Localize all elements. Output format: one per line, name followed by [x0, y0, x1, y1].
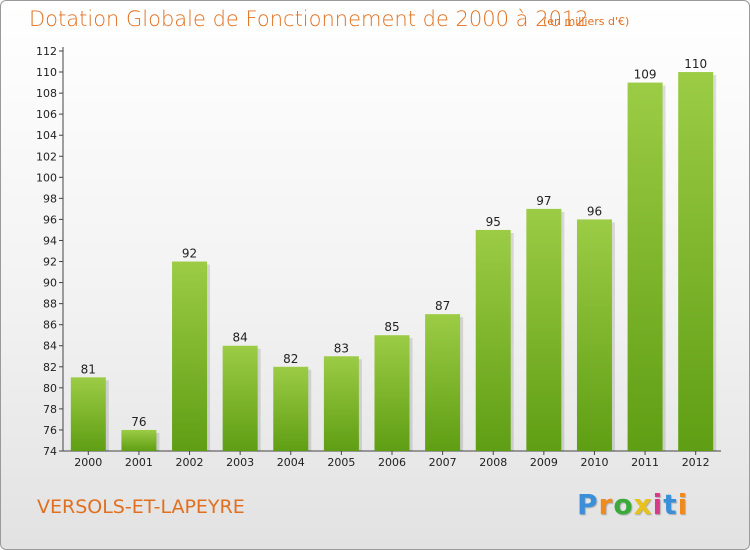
y-tick-label: 110: [36, 66, 57, 79]
y-tick-label: 90: [43, 277, 57, 290]
logo-letter: i: [652, 488, 664, 521]
data-label: 96: [587, 204, 602, 218]
y-tick-label: 78: [43, 403, 57, 416]
y-tick-label: 104: [36, 129, 57, 142]
y-tick-label: 106: [36, 108, 57, 121]
x-tick-label: 2001: [125, 456, 153, 469]
bar: [323, 356, 359, 451]
x-tick-label: 2011: [631, 456, 659, 469]
y-tick-label: 84: [43, 340, 57, 353]
bar: [273, 366, 309, 451]
logo-letter: r: [598, 488, 614, 521]
bar: [678, 72, 714, 451]
x-tick-label: 2003: [226, 456, 254, 469]
bar: [70, 377, 106, 451]
y-tick-label: 96: [43, 213, 57, 226]
data-label: 92: [182, 247, 197, 261]
y-tick-label: 76: [43, 424, 57, 437]
y-tick-label: 74: [43, 445, 57, 458]
bar: [526, 208, 562, 451]
logo-letter: o: [613, 488, 634, 521]
data-label: 83: [334, 341, 349, 355]
bar: [627, 82, 663, 451]
proxiti-logo: Proxiti: [577, 488, 688, 521]
y-tick-label: 100: [36, 171, 57, 184]
x-tick-label: 2010: [580, 456, 608, 469]
y-tick-label: 86: [43, 319, 57, 332]
data-label: 81: [81, 362, 96, 376]
y-tick-label: 82: [43, 361, 57, 374]
logo-letter: i: [677, 488, 689, 521]
x-tick-label: 2000: [74, 456, 102, 469]
bar: [576, 219, 612, 451]
y-tick-label: 98: [43, 192, 57, 205]
data-label: 95: [486, 215, 501, 229]
y-tick-label: 92: [43, 256, 57, 269]
x-tick-label: 2012: [682, 456, 710, 469]
y-tick-label: 88: [43, 298, 57, 311]
logo-letter: t: [663, 488, 678, 521]
data-label: 76: [131, 415, 146, 429]
data-label: 109: [634, 68, 657, 82]
x-tick-label: 2009: [530, 456, 558, 469]
y-tick-label: 94: [43, 234, 57, 247]
data-label: 87: [435, 299, 450, 313]
data-label: 97: [536, 194, 551, 208]
x-tick-label: 2006: [378, 456, 406, 469]
bar: [475, 229, 511, 451]
chart-title: Dotation Globale de Fonctionnement de 20…: [29, 7, 589, 31]
y-tick-label: 112: [36, 45, 57, 58]
y-tick-label: 80: [43, 382, 57, 395]
bar: [425, 314, 461, 451]
x-tick-label: 2008: [479, 456, 507, 469]
data-label: 84: [233, 331, 248, 345]
x-tick-label: 2004: [277, 456, 305, 469]
x-tick-label: 2005: [327, 456, 355, 469]
y-tick-label: 108: [36, 87, 57, 100]
commune-name: VERSOLS-ET-LAPEYRE: [37, 496, 245, 518]
data-label: 110: [684, 57, 707, 71]
bar: [222, 345, 258, 451]
logo-letter: P: [577, 488, 599, 521]
bar: [121, 429, 157, 451]
data-label: 82: [283, 352, 298, 366]
chart-subtitle: (en milliers d'€): [543, 15, 630, 28]
bar: [374, 335, 410, 451]
logo-letter: x: [633, 488, 653, 521]
y-tick-label: 102: [36, 150, 57, 163]
data-label: 85: [384, 320, 399, 334]
bar: [172, 261, 208, 451]
x-tick-label: 2007: [429, 456, 457, 469]
x-tick-label: 2002: [176, 456, 204, 469]
